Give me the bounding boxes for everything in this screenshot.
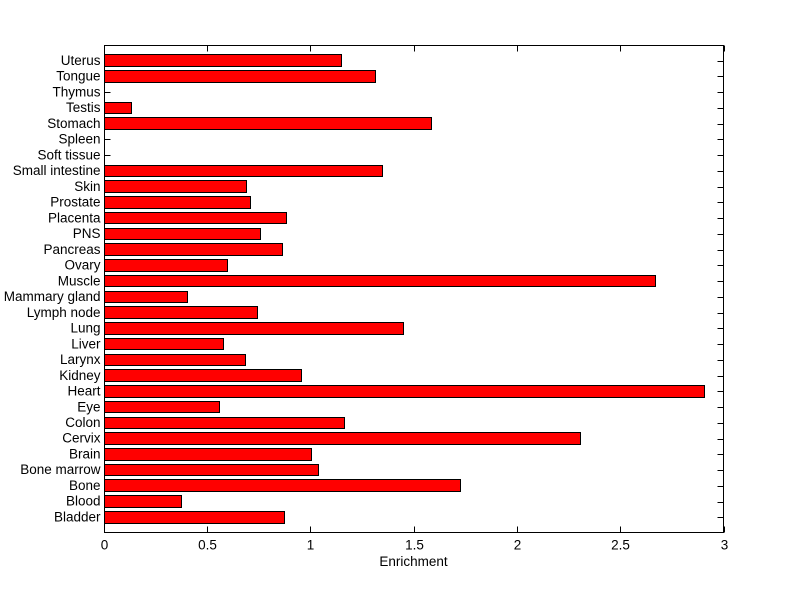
svg-text:Cervix: Cervix — [62, 431, 101, 446]
svg-text:Blood: Blood — [66, 494, 101, 509]
svg-text:Larynx: Larynx — [60, 352, 101, 367]
svg-text:Skin: Skin — [74, 179, 100, 194]
svg-text:Enrichment: Enrichment — [379, 554, 448, 569]
svg-text:Muscle: Muscle — [58, 273, 101, 288]
svg-text:Spleen: Spleen — [58, 132, 100, 147]
svg-text:Liver: Liver — [71, 336, 101, 351]
svg-text:Lymph node: Lymph node — [27, 305, 101, 320]
svg-text:PNS: PNS — [73, 226, 101, 241]
svg-text:0.5: 0.5 — [198, 538, 217, 553]
svg-text:Placenta: Placenta — [48, 210, 101, 225]
svg-text:Heart: Heart — [67, 384, 100, 399]
svg-text:Bone marrow: Bone marrow — [20, 462, 101, 477]
svg-text:2.5: 2.5 — [611, 538, 630, 553]
svg-text:Tongue: Tongue — [56, 69, 100, 84]
svg-text:Pancreas: Pancreas — [43, 242, 100, 257]
svg-text:Bone: Bone — [69, 478, 101, 493]
svg-text:Kidney: Kidney — [59, 368, 101, 383]
svg-text:Mammary gland: Mammary gland — [4, 289, 101, 304]
svg-text:Eye: Eye — [77, 399, 100, 414]
svg-text:Lung: Lung — [70, 321, 100, 336]
svg-text:Prostate: Prostate — [50, 195, 100, 210]
svg-text:0: 0 — [101, 538, 109, 553]
svg-text:Small intestine: Small intestine — [13, 163, 101, 178]
svg-text:Ovary: Ovary — [64, 258, 100, 273]
svg-text:3: 3 — [721, 538, 729, 553]
svg-text:1.5: 1.5 — [405, 538, 424, 553]
svg-text:Brain: Brain — [69, 447, 101, 462]
svg-text:Colon: Colon — [65, 415, 100, 430]
svg-text:Thymus: Thymus — [52, 84, 100, 99]
svg-text:Bladder: Bladder — [54, 510, 101, 525]
svg-text:Testis: Testis — [66, 100, 101, 115]
svg-text:Stomach: Stomach — [47, 116, 100, 131]
svg-text:Uterus: Uterus — [61, 53, 101, 68]
svg-text:1: 1 — [307, 538, 315, 553]
svg-text:Soft tissue: Soft tissue — [37, 147, 100, 162]
svg-text:2: 2 — [514, 538, 522, 553]
